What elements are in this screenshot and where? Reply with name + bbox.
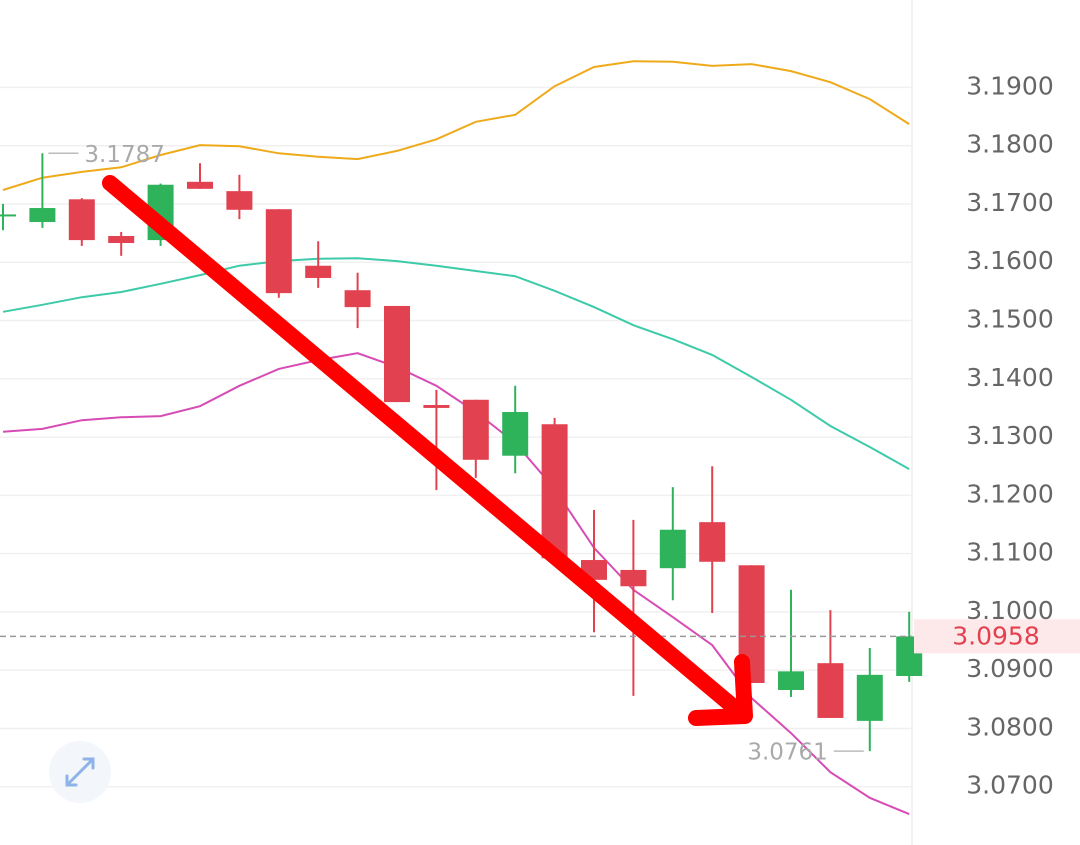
last-price-label: 3.0958 [952, 621, 1039, 650]
candle-body [108, 236, 135, 244]
y-tick-label: 3.1300 [966, 421, 1053, 450]
band-line [2, 257, 910, 470]
candle-body [68, 199, 95, 241]
candle-body [344, 290, 371, 308]
y-tick-label: 3.1900 [966, 71, 1053, 100]
y-tick-label: 3.1800 [966, 130, 1053, 159]
candle-body [423, 405, 450, 408]
y-tick-label: 3.1600 [966, 246, 1053, 275]
candle-body [817, 663, 844, 718]
candle-body [620, 569, 647, 587]
y-tick-label: 3.1700 [966, 188, 1053, 217]
band-line [2, 352, 910, 816]
candle-body [29, 208, 56, 223]
candle-body [265, 209, 292, 294]
candle-body [384, 305, 410, 403]
y-tick-label: 3.0700 [966, 771, 1053, 800]
y-tick-label: 3.0900 [966, 654, 1053, 683]
candle-body [778, 671, 804, 690]
candle-body [856, 674, 883, 721]
candle-body [462, 399, 489, 460]
candle-body [0, 214, 16, 217]
last-price-badge [914, 619, 1080, 654]
trend-arrow [102, 175, 753, 726]
y-tick-label: 3.1200 [966, 479, 1053, 508]
candle-body [187, 181, 213, 189]
candle-body [541, 424, 568, 559]
low-marker-label: 3.0761 [747, 740, 827, 766]
candle-body [699, 522, 726, 562]
y-tick-label: 3.1400 [966, 363, 1053, 392]
expand-button[interactable] [49, 741, 111, 803]
candle-body [226, 191, 253, 210]
high-marker-label: 3.1787 [84, 142, 164, 168]
candle-body [502, 412, 529, 456]
candle-body [305, 265, 332, 278]
band-line [2, 60, 910, 191]
y-tick-label: 3.1500 [966, 305, 1053, 334]
y-tick-label: 3.1100 [966, 538, 1053, 567]
candle-body [659, 529, 686, 569]
y-tick-label: 3.0800 [966, 712, 1053, 741]
